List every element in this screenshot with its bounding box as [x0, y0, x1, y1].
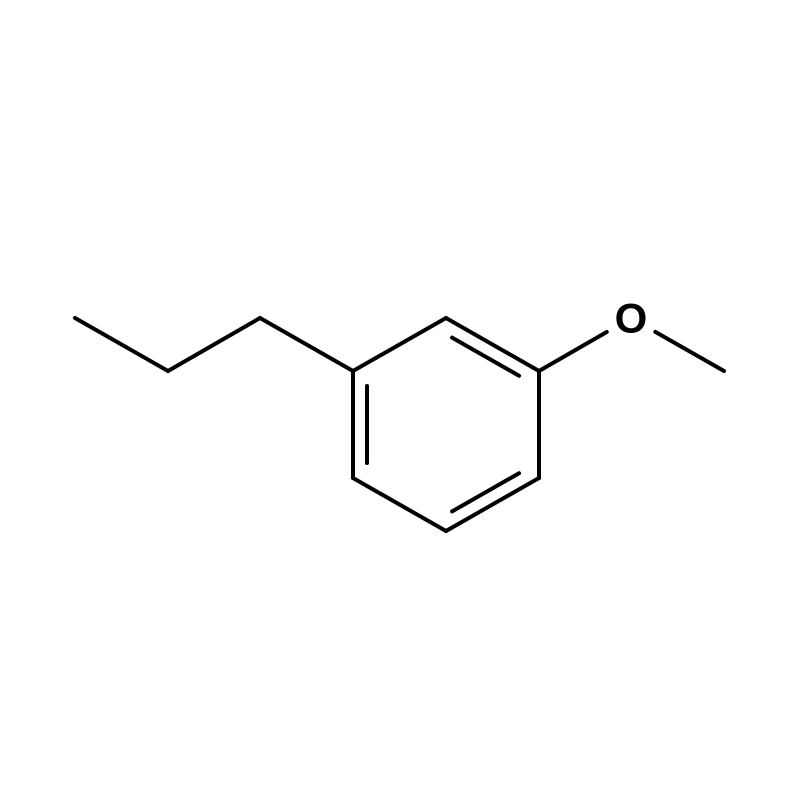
bond-4 [353, 478, 446, 531]
bond-9 [539, 332, 607, 371]
bond-7-inner [452, 338, 519, 376]
atom-label-o: O [615, 295, 648, 342]
molecule-diagram: O [0, 0, 800, 800]
bond-10 [655, 332, 724, 371]
bond-0 [75, 318, 168, 371]
bond-5-inner [452, 473, 519, 511]
bond-5-outer [446, 478, 539, 531]
bond-8 [353, 318, 446, 371]
bond-1 [168, 318, 260, 371]
bond-7-outer [446, 318, 539, 371]
bond-2 [260, 318, 353, 371]
